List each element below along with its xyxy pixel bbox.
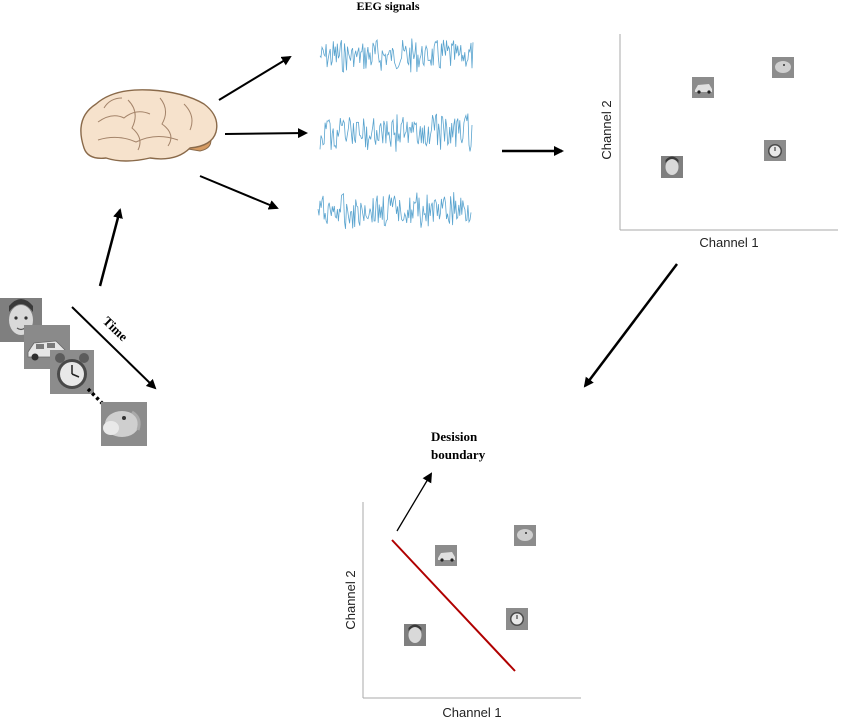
bottom-clock-point	[506, 608, 528, 630]
monkey-stimulus-icon	[101, 402, 147, 446]
bottom-face-point	[404, 624, 426, 646]
bottom-monkey-point	[514, 525, 536, 546]
top-monkey-point	[772, 57, 794, 78]
stimulus-to-brain-arrow	[98, 208, 123, 287]
clock-stimulus-icon	[50, 350, 94, 394]
brain-to-eeg3-arrow	[199, 175, 279, 210]
boundary-label-line2: boundary	[431, 447, 486, 462]
scatter-to-classifier-arrow	[583, 263, 678, 388]
eeg-trace-1	[319, 38, 474, 73]
brain-to-eeg1-arrow	[218, 55, 292, 101]
top-clock-point	[764, 140, 786, 161]
top-xlabel: Channel 1	[699, 235, 758, 250]
bottom-ylabel: Channel 2	[343, 570, 358, 629]
eeg-title: EEG signals	[356, 0, 419, 13]
bottom-xlabel: Channel 1	[442, 705, 501, 720]
boundary-label-line1: Desision	[431, 429, 478, 444]
bottom-scatter-plot: Desision boundary Channel 1 Channel 2	[343, 429, 581, 720]
stimulus-stack	[0, 298, 147, 446]
top-scatter-plot: Channel 1 Channel 2	[599, 34, 838, 250]
eeg-trace-3	[317, 192, 472, 229]
top-car-point	[692, 77, 714, 98]
eeg-trace-2	[319, 113, 473, 152]
sequence-dots	[86, 387, 108, 409]
brain-to-eeg2-arrow	[224, 128, 308, 139]
bottom-car-point	[435, 545, 457, 566]
top-face-point	[661, 156, 683, 178]
top-ylabel: Channel 2	[599, 100, 614, 159]
boundary-pointer-arrow	[396, 472, 433, 532]
brain-icon	[80, 89, 218, 162]
eeg-signal-group	[317, 38, 474, 229]
decision-boundary-line	[391, 539, 516, 672]
time-arrow	[71, 306, 157, 390]
